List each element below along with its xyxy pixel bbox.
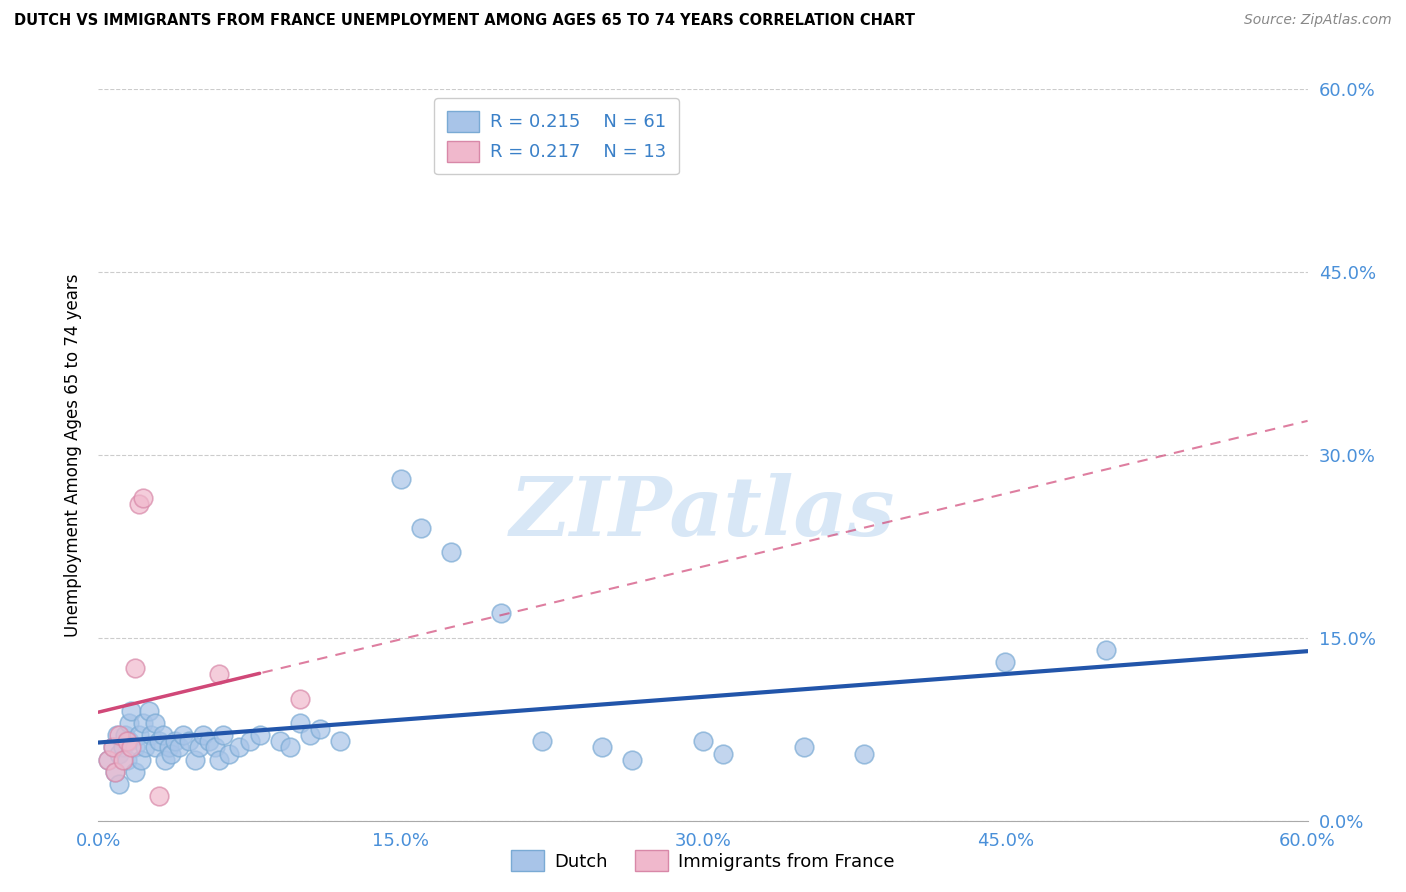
Point	[188, 740, 211, 755]
Point	[107, 777, 129, 791]
Point	[120, 704, 142, 718]
Point	[148, 734, 170, 748]
Point	[115, 734, 138, 748]
Point	[172, 728, 194, 742]
Point	[129, 753, 152, 767]
Point	[249, 728, 271, 742]
Point	[193, 728, 215, 742]
Point	[97, 753, 120, 767]
Point	[309, 723, 332, 737]
Point	[621, 753, 644, 767]
Point	[269, 734, 291, 748]
Point	[138, 704, 160, 718]
Point	[163, 734, 186, 748]
Point	[591, 740, 613, 755]
Point	[115, 753, 138, 767]
Point	[118, 716, 141, 731]
Point	[440, 545, 463, 559]
Point	[853, 747, 876, 761]
Point	[299, 728, 322, 742]
Point	[124, 764, 146, 779]
Y-axis label: Unemployment Among Ages 65 to 74 years: Unemployment Among Ages 65 to 74 years	[65, 273, 83, 637]
Text: ZIPatlas: ZIPatlas	[510, 474, 896, 553]
Point	[491, 607, 513, 621]
Point	[184, 753, 207, 767]
Point	[120, 740, 142, 755]
Point	[107, 747, 129, 761]
Point	[278, 740, 301, 755]
Point	[128, 497, 150, 511]
Point	[124, 661, 146, 675]
Point	[105, 728, 128, 742]
Point	[101, 740, 124, 755]
Point	[389, 472, 412, 486]
Point	[143, 716, 166, 731]
Point	[711, 747, 734, 761]
Point	[692, 734, 714, 748]
Point	[134, 740, 156, 755]
Point	[288, 716, 311, 731]
Legend: R = 0.215    N = 61, R = 0.217    N = 13: R = 0.215 N = 61, R = 0.217 N = 13	[434, 98, 679, 174]
Point	[101, 740, 124, 755]
Point	[111, 753, 134, 767]
Point	[218, 747, 240, 761]
Point	[97, 753, 120, 767]
Point	[152, 728, 174, 742]
Legend: Dutch, Immigrants from France: Dutch, Immigrants from France	[503, 843, 903, 879]
Point	[1095, 643, 1118, 657]
Point	[160, 747, 183, 761]
Text: Source: ZipAtlas.com: Source: ZipAtlas.com	[1244, 13, 1392, 28]
Point	[132, 491, 155, 505]
Point	[124, 740, 146, 755]
Point	[107, 728, 129, 742]
Point	[103, 764, 125, 779]
Point	[239, 734, 262, 748]
Point	[132, 716, 155, 731]
Point	[204, 740, 226, 755]
Point	[128, 728, 150, 742]
Point	[148, 789, 170, 804]
Point	[179, 734, 201, 748]
Text: DUTCH VS IMMIGRANTS FROM FRANCE UNEMPLOYMENT AMONG AGES 65 TO 74 YEARS CORRELATI: DUTCH VS IMMIGRANTS FROM FRANCE UNEMPLOY…	[14, 13, 915, 29]
Point	[143, 740, 166, 755]
Point	[111, 740, 134, 755]
Point	[409, 521, 432, 535]
Point	[103, 764, 125, 779]
Point	[139, 728, 162, 742]
Point	[198, 734, 221, 748]
Point	[114, 728, 136, 742]
Point	[228, 740, 250, 755]
Point	[118, 734, 141, 748]
Point	[329, 734, 352, 748]
Point	[994, 655, 1017, 669]
Point	[288, 691, 311, 706]
Point	[208, 753, 231, 767]
Point	[157, 740, 180, 755]
Point	[530, 734, 553, 748]
Point	[212, 728, 235, 742]
Point	[153, 753, 176, 767]
Point	[167, 740, 190, 755]
Point	[208, 667, 231, 681]
Point	[793, 740, 815, 755]
